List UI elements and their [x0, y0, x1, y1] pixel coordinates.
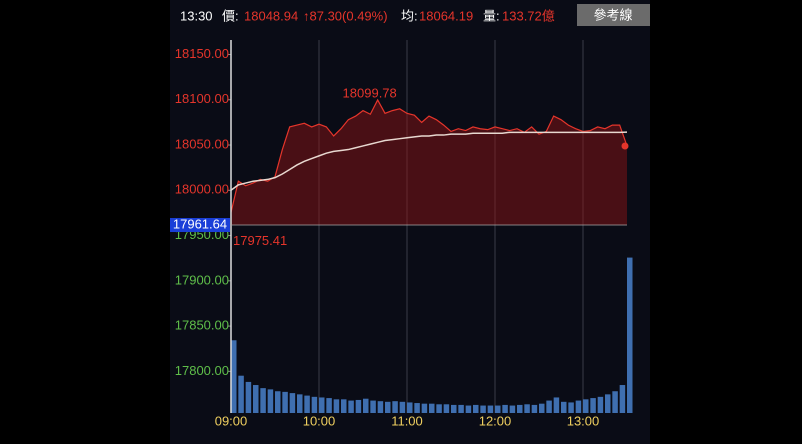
price-area — [231, 99, 627, 226]
volume-bar — [414, 403, 420, 413]
volume-bar — [568, 402, 574, 413]
x-tick-label: 11:00 — [391, 413, 423, 428]
volume-bar — [333, 399, 340, 413]
volume-bar — [517, 404, 523, 413]
volume-label: 量: — [483, 8, 500, 23]
volume-bar — [429, 403, 435, 413]
volume-bar — [473, 404, 479, 413]
volume-bar — [253, 385, 259, 413]
volume-bar — [458, 404, 464, 413]
volume-bar — [575, 400, 582, 413]
volume-bar — [465, 405, 472, 413]
reference-label: 17961.64 — [173, 216, 227, 231]
change: ↑87.30(0.49%) — [303, 8, 388, 23]
reference-box — [170, 218, 230, 233]
volume-bar — [546, 400, 552, 413]
volume-bar — [509, 405, 516, 413]
average-line — [230, 131, 628, 191]
volume-bar — [319, 397, 325, 413]
volume-bar — [282, 391, 288, 413]
time: 13:30 — [180, 8, 213, 23]
volume-bar — [443, 404, 450, 413]
volume-bar — [297, 394, 303, 413]
volume-bar — [348, 400, 354, 413]
volume-bar — [605, 394, 611, 413]
volume-bar — [502, 404, 508, 413]
volume-bar — [392, 401, 398, 413]
volume-bar — [231, 340, 237, 413]
volume-bar — [436, 404, 442, 413]
volume-bar — [385, 401, 391, 413]
volume-bar — [275, 391, 281, 413]
volume-bar — [583, 399, 589, 413]
volume: 133.72億 — [502, 8, 555, 23]
y-tick-label: 18150.00 — [175, 46, 229, 61]
x-tick-label: 13:00 — [567, 413, 600, 428]
last-point — [621, 142, 629, 150]
volume-bar — [326, 398, 332, 413]
price-label: 價: — [222, 8, 239, 23]
x-tick-label: 12:00 — [479, 413, 512, 428]
volume-bar — [480, 405, 486, 413]
volume-bar — [238, 375, 244, 413]
price-line — [230, 98, 628, 213]
volume-bar — [487, 405, 494, 413]
volume-bar — [260, 388, 266, 413]
volume-bar — [495, 405, 501, 413]
volume-bar — [311, 396, 318, 413]
volume-bar — [590, 398, 596, 413]
reference-button-label[interactable]: 參考線 — [593, 7, 632, 22]
y-tick-label: 17800.00 — [175, 363, 229, 378]
low-label: 17975.41 — [233, 233, 287, 248]
volume-bar — [341, 399, 347, 413]
volume-bar — [539, 403, 545, 413]
y-tick-label: 17900.00 — [175, 272, 229, 287]
high-label: 18099.78 — [343, 85, 397, 100]
y-tick-label: 18000.00 — [175, 182, 229, 197]
volume-bar — [612, 391, 618, 413]
volume-bar — [289, 393, 296, 413]
volume-bar — [370, 400, 376, 413]
volume-bar — [553, 397, 560, 413]
volume-bar — [597, 396, 604, 413]
volume-bar — [377, 401, 384, 413]
volume-bar — [619, 385, 626, 413]
volume-bar — [561, 401, 567, 413]
volume-bar — [531, 404, 538, 413]
volume-bar — [421, 403, 428, 413]
y-tick-label: 18050.00 — [175, 136, 229, 151]
x-tick-label: 09:00 — [215, 413, 248, 428]
volume-bar — [407, 402, 413, 413]
volume-bar — [245, 381, 252, 413]
y-tick-label: 18100.00 — [175, 91, 229, 106]
y-tick-label: 17850.00 — [175, 318, 229, 333]
avg-label: 均: — [401, 8, 418, 23]
volume-bar — [363, 398, 369, 413]
reference-button[interactable] — [577, 4, 650, 26]
volume-bar — [627, 257, 633, 413]
volume-bar — [355, 399, 362, 413]
price: 18048.94 — [244, 8, 298, 23]
volume-bar — [451, 404, 457, 413]
x-tick-label: 10:00 — [303, 413, 336, 428]
avg: 18064.19 — [419, 8, 473, 23]
volume-bar — [524, 404, 530, 413]
panel — [170, 0, 650, 444]
volume-bar — [267, 389, 274, 413]
volume-bar — [399, 401, 406, 413]
volume-bar — [304, 395, 310, 413]
